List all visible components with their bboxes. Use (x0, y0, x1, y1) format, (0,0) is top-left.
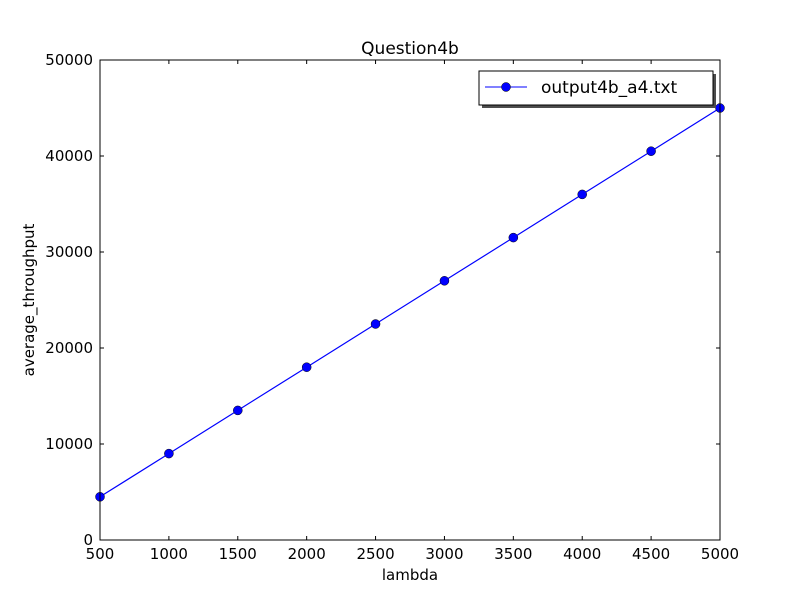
x-tick-label: 500 (86, 545, 115, 563)
x-tick-label: 1000 (150, 545, 188, 563)
data-point (439, 276, 450, 286)
y-tick-label: 40000 (45, 147, 93, 165)
x-tick-label: 1500 (219, 545, 257, 563)
x-tick-label: 4000 (563, 545, 601, 563)
y-tick-label: 20000 (45, 339, 93, 357)
x-tick-label: 4500 (632, 545, 670, 563)
legend-box (478, 70, 714, 106)
data-point (370, 319, 381, 329)
y-tick-label: 50000 (45, 51, 93, 69)
data-point (577, 189, 587, 200)
plot-frame (99, 59, 721, 541)
chart-title: Question4b (361, 39, 459, 59)
y-axis-label: average_throughput (20, 224, 39, 377)
x-tick-label: 5000 (701, 545, 739, 563)
y-tick-label: 10000 (45, 435, 93, 453)
data-point (164, 448, 174, 459)
y-tick-label: 0 (83, 531, 93, 549)
y-tick-label: 30000 (45, 243, 93, 261)
data-point (646, 146, 656, 156)
data-point (233, 405, 243, 416)
x-axis-label: lambda (382, 566, 438, 584)
data-point (508, 232, 519, 243)
ticks-layer: 500 1000 1500 2000 2500 3000 3500 4000 4500 50000… (45, 51, 739, 563)
series-line (99, 107, 721, 498)
legend-label: output4b_a4.txt (541, 78, 678, 98)
series-layer (95, 103, 725, 502)
data-point (301, 362, 312, 372)
x-tick-label: 2500 (356, 545, 394, 563)
x-tick-label: 3500 (494, 545, 532, 563)
x-tick-label: 2000 (288, 545, 326, 563)
x-tick-label: 3000 (425, 545, 463, 563)
legend-marker (501, 82, 511, 92)
legend: output4b_a4.txt (478, 70, 716, 108)
